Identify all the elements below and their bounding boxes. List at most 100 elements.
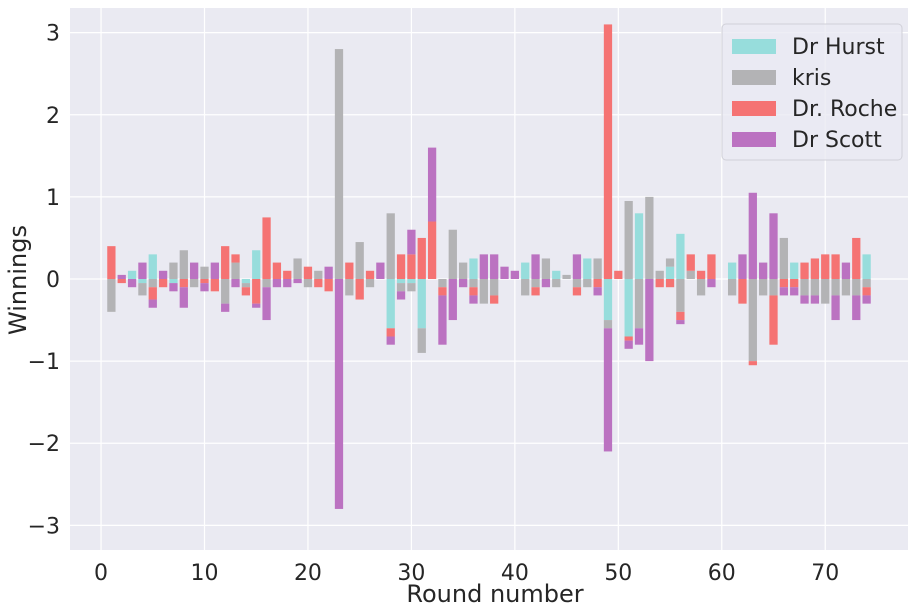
bar	[241, 287, 251, 296]
bar	[572, 279, 582, 288]
bar	[624, 336, 633, 341]
bar	[396, 279, 406, 284]
bar	[552, 279, 561, 288]
bar	[593, 287, 602, 296]
bar	[200, 279, 209, 284]
bar	[469, 295, 478, 304]
y-tick-label: −2	[28, 432, 60, 457]
bar	[200, 283, 209, 292]
bar	[448, 279, 457, 321]
bar	[800, 279, 809, 296]
legend-swatch	[732, 70, 776, 85]
bar	[252, 250, 261, 279]
bar	[572, 254, 582, 279]
bar	[821, 254, 830, 279]
bar	[790, 287, 799, 296]
bar	[148, 254, 157, 279]
bar	[169, 262, 178, 279]
bar	[324, 279, 333, 292]
bar	[862, 295, 871, 304]
bar	[107, 279, 116, 312]
bar	[262, 279, 271, 288]
bar	[490, 254, 499, 279]
bar	[386, 213, 395, 279]
bar	[417, 237, 426, 279]
legend-swatch	[732, 39, 776, 54]
bar	[334, 279, 344, 509]
bar	[531, 254, 540, 279]
legend: Dr Hurst kris Dr. Roche Dr Scott	[721, 23, 903, 161]
bar	[293, 279, 302, 284]
x-tick-label: 60	[708, 561, 736, 586]
bar	[676, 320, 685, 325]
bar	[707, 254, 716, 279]
bar	[810, 295, 820, 304]
bar	[614, 270, 623, 279]
bar	[293, 258, 302, 279]
bar	[531, 279, 540, 288]
bar	[117, 279, 126, 284]
x-tick-label: 10	[190, 561, 218, 586]
legend-entry: Dr. Roche	[792, 97, 897, 122]
bar	[862, 254, 871, 279]
bar	[852, 295, 861, 321]
bar	[500, 266, 509, 279]
bar	[810, 279, 820, 296]
bar	[738, 254, 747, 279]
bar	[769, 213, 778, 279]
bar	[469, 258, 478, 279]
bar	[303, 266, 313, 279]
bar	[583, 279, 592, 288]
bar	[190, 279, 199, 288]
bar	[572, 287, 582, 296]
bar	[169, 279, 178, 284]
bars-layer	[107, 24, 871, 509]
bar	[365, 270, 375, 279]
bar	[603, 24, 613, 280]
bar	[624, 200, 633, 279]
bar	[531, 287, 540, 296]
bar	[252, 279, 261, 304]
bar	[779, 237, 788, 279]
bar	[841, 279, 851, 296]
bar	[759, 279, 768, 296]
bar	[200, 266, 209, 279]
bar	[603, 328, 613, 452]
bar	[707, 279, 716, 288]
bar	[634, 328, 644, 345]
bar	[655, 270, 664, 279]
bar	[386, 328, 395, 337]
y-tick-label: 1	[46, 186, 60, 211]
bar	[686, 254, 695, 271]
legend-swatch	[732, 101, 776, 116]
bar	[696, 279, 706, 296]
bar	[624, 340, 633, 349]
bar	[634, 213, 644, 279]
bar	[221, 279, 230, 304]
y-tick-label: −3	[28, 514, 60, 539]
bar	[676, 279, 685, 312]
bar	[190, 262, 199, 279]
bar	[210, 279, 219, 292]
bar	[593, 258, 602, 279]
bar	[303, 279, 313, 288]
bar	[624, 279, 633, 337]
bar	[583, 258, 592, 279]
bar	[158, 279, 168, 288]
x-tick-label: 30	[397, 561, 425, 586]
bar	[241, 283, 251, 288]
bar	[138, 262, 147, 279]
bar	[831, 279, 840, 296]
bar	[490, 295, 499, 304]
bar	[386, 279, 395, 329]
bar	[417, 279, 426, 329]
y-tick-label: 0	[46, 268, 60, 293]
bar	[655, 279, 664, 288]
bar	[852, 237, 861, 279]
bar	[417, 328, 426, 353]
bar	[779, 287, 788, 296]
bar	[800, 262, 809, 279]
bar	[396, 283, 406, 292]
x-tick-label: 70	[811, 561, 839, 586]
bar	[252, 303, 261, 308]
